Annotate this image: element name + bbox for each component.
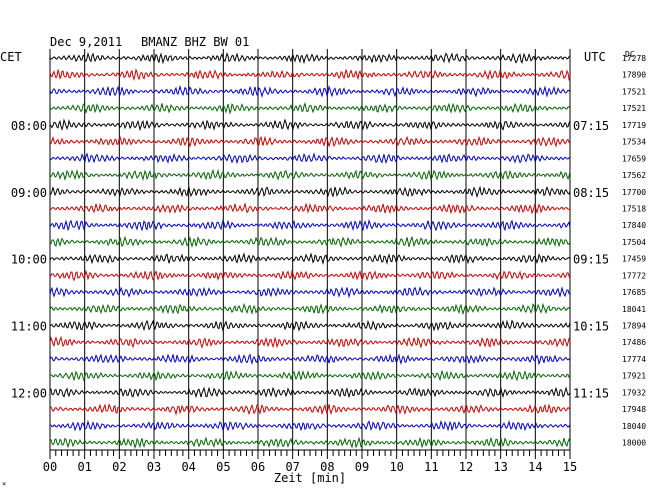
seismic-trace bbox=[49, 201, 571, 215]
x-tick-label: 02 bbox=[112, 460, 126, 474]
dc-offset-value: 18040 bbox=[622, 422, 646, 431]
right-hour-label: 08:15 bbox=[573, 186, 609, 200]
seismic-trace bbox=[49, 302, 571, 316]
corner-mark: × bbox=[2, 480, 6, 488]
trace-group bbox=[49, 51, 571, 450]
seismic-trace bbox=[49, 135, 571, 148]
seismic-trace bbox=[49, 335, 571, 349]
seismic-trace bbox=[49, 185, 571, 199]
x-tick-label: 06 bbox=[251, 460, 265, 474]
x-tick-label: 15 bbox=[563, 460, 577, 474]
seismic-trace bbox=[49, 436, 571, 450]
dc-offset-value: 17685 bbox=[622, 288, 646, 297]
dc-offset-value: 17772 bbox=[622, 271, 646, 280]
header-station: BMANZ BHZ BW 01 bbox=[141, 35, 249, 49]
dc-offset-header: DC bbox=[625, 50, 635, 59]
x-tick-label: 05 bbox=[216, 460, 230, 474]
header-date: Dec 9,2011 bbox=[50, 35, 122, 49]
dc-offset-value: 17932 bbox=[622, 388, 646, 397]
seismic-trace bbox=[49, 286, 571, 299]
left-hour-label: 08:00 bbox=[11, 119, 47, 133]
dc-offset-value: 17659 bbox=[622, 154, 646, 163]
seismic-trace bbox=[49, 118, 571, 132]
dc-offset-value: 18000 bbox=[622, 439, 646, 448]
dc-offset-value: 17278 bbox=[622, 54, 646, 63]
x-tick-label: 07 bbox=[285, 460, 299, 474]
dc-offset-value: 17521 bbox=[622, 104, 646, 113]
right-timezone-label: UTC bbox=[584, 50, 606, 64]
x-tick-label: 09 bbox=[355, 460, 369, 474]
dc-offset-value: 17948 bbox=[622, 405, 646, 414]
left-hour-label: 11:00 bbox=[11, 320, 47, 334]
dc-offset-value: 17459 bbox=[622, 255, 646, 264]
seismic-trace bbox=[49, 51, 571, 65]
label-group: 17278 17890 17521 17521 17719 17534 17659 17562… bbox=[11, 54, 646, 474]
dc-offset-value: 17719 bbox=[622, 121, 646, 130]
seismic-trace bbox=[49, 369, 570, 383]
dc-offset-value: 17521 bbox=[622, 87, 646, 96]
dc-offset-value: 17700 bbox=[622, 188, 646, 197]
seismic-trace bbox=[49, 219, 571, 232]
seismic-trace bbox=[49, 402, 571, 416]
seismic-trace bbox=[49, 152, 571, 165]
right-hour-label: 10:15 bbox=[573, 320, 609, 334]
x-tick-label: 00 bbox=[43, 460, 57, 474]
left-timezone-label: CET bbox=[0, 50, 22, 64]
x-tick-label: 08 bbox=[320, 460, 334, 474]
dc-offset-value: 17486 bbox=[622, 338, 646, 347]
dc-offset-value: 17894 bbox=[622, 322, 646, 331]
seismic-trace bbox=[49, 353, 571, 366]
right-hour-label: 07:15 bbox=[573, 119, 609, 133]
seismic-trace bbox=[49, 319, 571, 333]
left-hour-label: 12:00 bbox=[11, 386, 47, 400]
dc-offset-value: 17518 bbox=[622, 204, 646, 213]
left-hour-label: 09:00 bbox=[11, 186, 47, 200]
dc-offset-value: 17840 bbox=[622, 221, 646, 230]
x-tick-label: 04 bbox=[181, 460, 195, 474]
time-grid bbox=[49, 49, 571, 459]
x-tick-label: 10 bbox=[389, 460, 403, 474]
seismic-trace bbox=[49, 68, 571, 81]
dc-offset-value: 17921 bbox=[622, 372, 646, 381]
dc-offset-value: 17562 bbox=[622, 171, 646, 180]
x-tick-label: 12 bbox=[459, 460, 473, 474]
seismic-trace bbox=[49, 84, 571, 99]
seismic-trace bbox=[49, 235, 571, 249]
right-hour-label: 11:15 bbox=[573, 386, 609, 400]
left-hour-label: 10:00 bbox=[11, 253, 47, 267]
x-tick-label: 11 bbox=[424, 460, 438, 474]
seismic-trace bbox=[49, 419, 571, 432]
dc-offset-value: 17534 bbox=[622, 138, 646, 147]
seismic-trace bbox=[49, 269, 571, 282]
seismic-trace bbox=[49, 252, 571, 266]
dc-offset-value: 17504 bbox=[622, 238, 646, 247]
dc-offset-value: 17890 bbox=[622, 71, 646, 80]
x-tick-label: 14 bbox=[528, 460, 542, 474]
seismic-trace bbox=[49, 101, 571, 115]
seismic-trace bbox=[49, 168, 571, 182]
dc-offset-value: 18041 bbox=[622, 305, 646, 314]
dc-offset-value: 17774 bbox=[622, 355, 646, 364]
seismic-trace bbox=[49, 386, 571, 399]
x-axis-label: Zeit [min] bbox=[274, 471, 346, 485]
right-hour-label: 09:15 bbox=[573, 253, 609, 267]
x-tick-label: 01 bbox=[77, 460, 91, 474]
x-tick-label: 13 bbox=[493, 460, 507, 474]
x-tick-label: 03 bbox=[147, 460, 161, 474]
